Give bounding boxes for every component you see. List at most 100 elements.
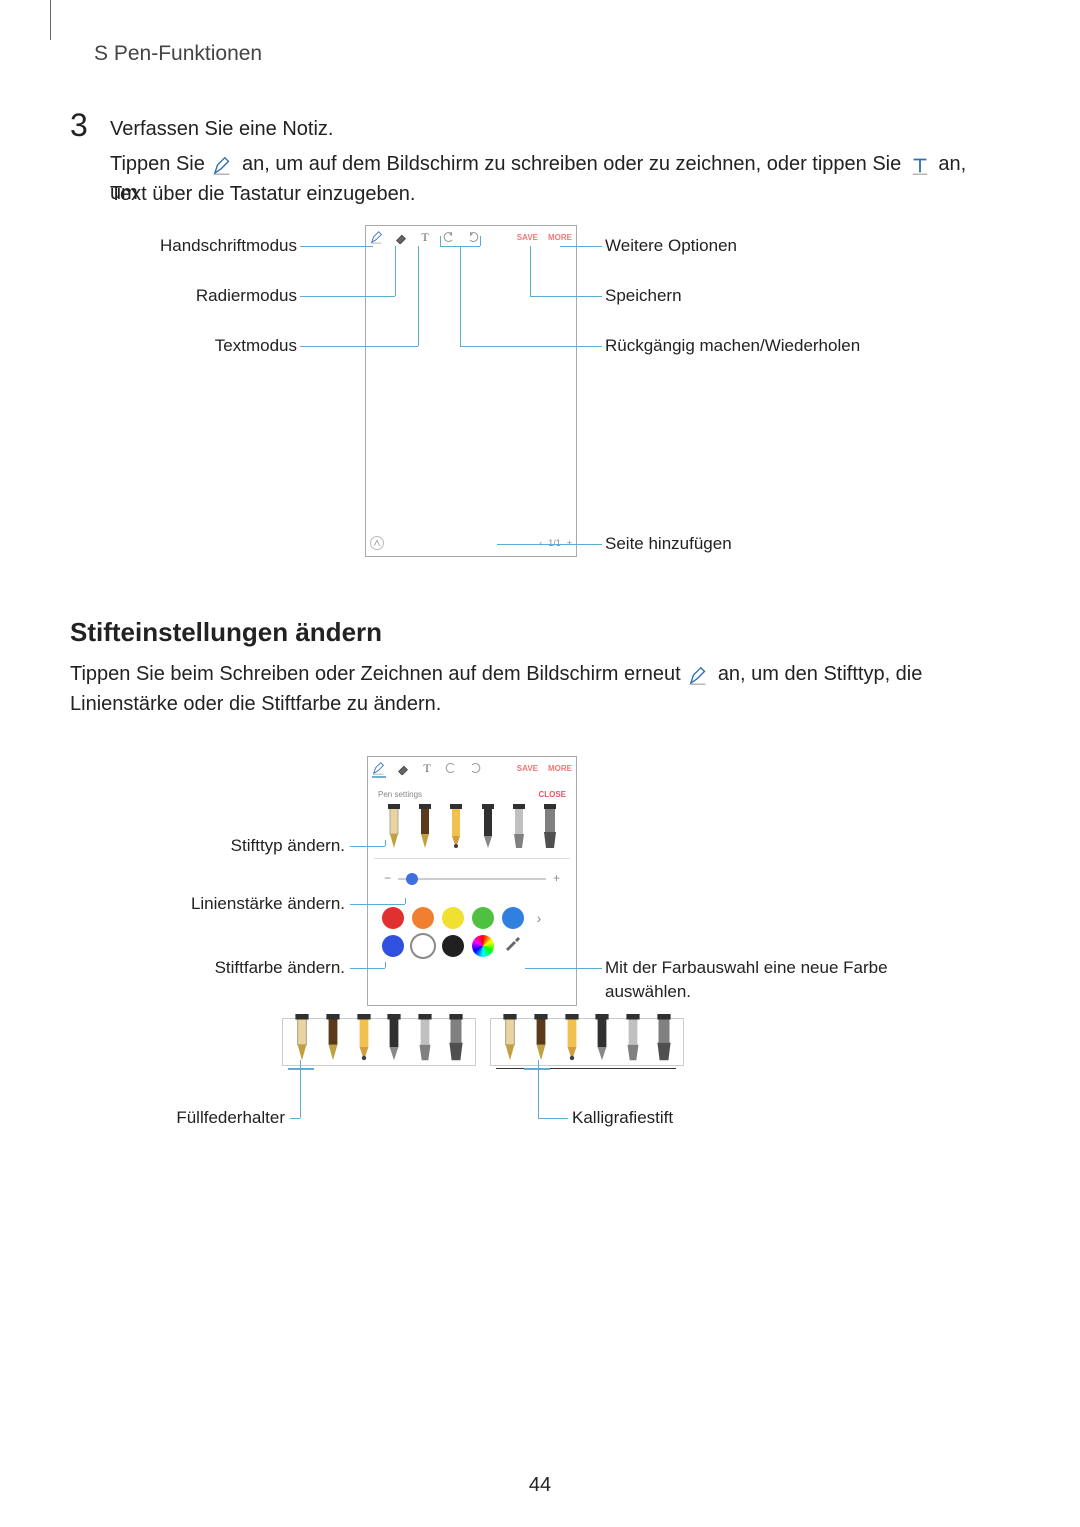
callout-line [395, 246, 396, 296]
body-line-2: Text über die Tastatur einzugeben. [110, 180, 970, 209]
close-button: CLOSE [538, 790, 566, 799]
phone-toolbar: T SAVE MORE [366, 226, 576, 248]
prev-page-icon: ‹ [539, 538, 542, 548]
callout-line [350, 904, 405, 905]
page-indicator: 1/1 [548, 538, 561, 548]
calligraphy-pen-icon [415, 804, 435, 850]
text-icon [909, 154, 931, 176]
minus-icon: − [384, 871, 391, 885]
callout-line [385, 962, 386, 968]
callout-line [440, 236, 441, 246]
color-black [442, 935, 464, 957]
pen-settings-header: Pen settings CLOSE [374, 787, 570, 802]
callout-line [350, 846, 385, 847]
label-page-add: Seite hinzufügen [605, 534, 732, 554]
heading-pen-settings: Stifteinstellungen ändern [70, 617, 382, 648]
callout-line [300, 246, 373, 247]
label-farbauswahl-2: auswählen. [605, 982, 691, 1002]
label-undo: Rückgängig machen/Wiederholen [605, 336, 860, 356]
callout-line [290, 1118, 300, 1119]
phone-toolbar-2: T SAVE MORE [368, 757, 576, 779]
marker-icon [622, 1014, 644, 1065]
chevron-right-icon: › [532, 910, 546, 926]
color-green [472, 907, 494, 929]
body2-1a: Tippen Sie beim Schreiben oder Zeichnen … [70, 663, 686, 685]
eyedropper-icon [502, 933, 522, 958]
color-blue [382, 935, 404, 957]
pen-type-row [374, 802, 570, 859]
pencil-icon [370, 230, 384, 244]
highlighter-icon [653, 1014, 675, 1065]
label-stifttyp: Stifttyp ändern. [175, 836, 345, 856]
pen-strip-1 [282, 1018, 476, 1066]
pen-icon [383, 1014, 405, 1065]
calligraphy-pen-icon [530, 1014, 552, 1065]
highlighter-icon [540, 804, 560, 850]
undo-icon [442, 230, 456, 244]
eraser-icon [394, 230, 408, 244]
body-1b: an, um auf dem Bildschirm zu schreiben o… [242, 153, 907, 175]
label-stiftfarbe: Stiftfarbe ändern. [175, 958, 345, 978]
step-number: 3 [70, 107, 88, 144]
callout-line [538, 1118, 568, 1119]
more-button: MORE [548, 233, 572, 242]
color-grid: › [374, 899, 570, 968]
eraser-icon [396, 761, 410, 775]
thickness-slider: − + [382, 865, 562, 893]
callout-line [530, 246, 531, 296]
color-orange [412, 907, 434, 929]
color-wheel [472, 935, 494, 957]
label-weitere: Weitere Optionen [605, 236, 737, 256]
pen-settings-icon [370, 536, 384, 550]
label-linienstaerke: Linienstärke ändern. [175, 894, 345, 914]
pen-settings-title: Pen settings [378, 790, 422, 799]
page-header: S Pen-Funktionen [94, 42, 262, 66]
pen-strip-2 [490, 1018, 684, 1066]
callout-line [350, 968, 385, 969]
pen-icon [478, 804, 498, 850]
pencil-icon [446, 804, 466, 850]
callout-line [530, 296, 602, 297]
plus-icon: + [553, 871, 560, 885]
label-fuellfeder: Füllfederhalter [135, 1108, 285, 1128]
page-number: 44 [0, 1474, 1080, 1497]
callout-line [440, 246, 480, 247]
highlighter-icon [445, 1014, 467, 1065]
pencil-icon [212, 154, 234, 176]
pencil-icon [688, 664, 710, 686]
callout-line [480, 236, 481, 246]
redo-icon [468, 761, 482, 775]
active-pen-underline [524, 1068, 550, 1070]
callout-line [460, 246, 461, 346]
marker-icon [414, 1014, 436, 1065]
label-speichern: Speichern [605, 286, 682, 306]
page-border [50, 0, 51, 40]
body2-line-2: Linienstärke oder die Stiftfarbe zu ände… [70, 690, 970, 719]
label-text: Textmodus [147, 336, 297, 356]
pencil-icon [353, 1014, 375, 1065]
pen-icon [591, 1014, 613, 1065]
undo-icon [444, 761, 458, 775]
callout-line [497, 544, 602, 545]
label-farbauswahl-1: Mit der Farbauswahl eine neue Farbe [605, 958, 888, 978]
color-red [382, 907, 404, 929]
label-radier: Radiermodus [147, 286, 297, 306]
color-white [412, 935, 434, 957]
body2-line-1: Tippen Sie beim Schreiben oder Zeichnen … [70, 660, 970, 689]
color-yellow [442, 907, 464, 929]
callout-line [405, 898, 406, 904]
pencil-icon [561, 1014, 583, 1065]
callout-line [300, 346, 418, 347]
step-title: Verfassen Sie eine Notiz. [110, 118, 333, 141]
add-page-icon: + [567, 538, 572, 548]
marker-icon [509, 804, 529, 850]
callout-line [460, 346, 602, 347]
strip-underline [496, 1068, 676, 1069]
calligraphy-pen-icon [322, 1014, 344, 1065]
save-button: SAVE [517, 764, 538, 773]
text-icon: T [420, 761, 434, 775]
fountain-pen-icon [499, 1014, 521, 1065]
callout-line [300, 296, 395, 297]
label-kalligrafie: Kalligrafiestift [572, 1108, 673, 1128]
callout-line [525, 968, 602, 969]
